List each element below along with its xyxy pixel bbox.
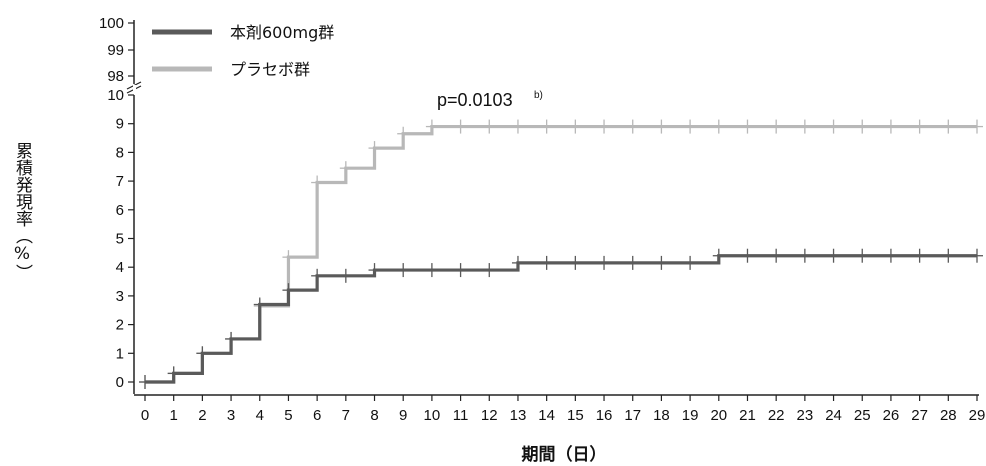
y-axis-label: 累積発現率（%） <box>12 142 33 281</box>
x-tick-label: 1 <box>170 407 178 424</box>
plot-series <box>139 119 983 389</box>
x-tick-label: 25 <box>854 407 871 424</box>
x-tick-label: 18 <box>653 407 670 424</box>
x-axis: 0 1 2 3 4 5 6 7 8 9 10 11 12 13 14 15 16 17 18 19 20 21 22 23 24… <box>134 394 986 424</box>
x-tick-label: 20 <box>710 407 727 424</box>
x-tick-label: 29 <box>969 407 986 424</box>
y-tick-label: 0 <box>116 374 124 391</box>
y-tick-label: 8 <box>116 144 124 161</box>
p-value-superscript: b) <box>534 90 543 101</box>
x-tick-label: 0 <box>141 407 149 424</box>
y-tick-label: 5 <box>116 231 124 248</box>
x-tick-label: 28 <box>940 407 957 424</box>
y-break-tick-label: 98 <box>107 68 124 85</box>
y-tick-label: 7 <box>116 173 124 190</box>
axis-break-gap <box>133 85 136 92</box>
legend-label-0: 本剤600mg群 <box>230 23 334 42</box>
y-tick-label: 2 <box>116 317 124 334</box>
y-tick-label: 4 <box>116 259 124 276</box>
x-tick-label: 3 <box>227 407 235 424</box>
x-tick-label: 16 <box>596 407 613 424</box>
x-tick-label: 22 <box>768 407 785 424</box>
x-tick-label: 23 <box>797 407 814 424</box>
y-tick-label: 3 <box>116 288 124 305</box>
y-break-tick-label: 99 <box>107 42 124 59</box>
x-tick-label: 8 <box>370 407 378 424</box>
x-tick-label: 27 <box>911 407 928 424</box>
x-tick-label: 12 <box>481 407 498 424</box>
p-value-text: p=0.0103 <box>437 90 513 110</box>
x-tick-label: 17 <box>624 407 641 424</box>
y-tick-label: 9 <box>116 116 124 133</box>
x-tick-label: 6 <box>313 407 321 424</box>
y-axis-label-text: 累積発現率（%） <box>12 142 33 281</box>
x-tick-label: 11 <box>453 407 469 424</box>
x-tick-label: 24 <box>825 407 842 424</box>
x-tick-label: 10 <box>424 407 441 424</box>
x-tick-label: 15 <box>567 407 584 424</box>
x-tick-label: 2 <box>198 407 206 424</box>
x-tick-label: 14 <box>538 407 555 424</box>
x-tick-label: 7 <box>342 407 350 424</box>
x-tick-label: 26 <box>883 407 900 424</box>
x-tick-label: 19 <box>682 407 699 424</box>
x-tick-label: 21 <box>739 407 756 424</box>
y-break-tick-label: 100 <box>99 15 124 32</box>
x-tick-label: 4 <box>256 407 264 424</box>
y-tick-label: 6 <box>116 202 124 219</box>
p-value-annotation: p=0.0103 b) <box>437 90 543 110</box>
x-tick-label: 5 <box>284 407 292 424</box>
y-tick-label: 1 <box>116 345 124 362</box>
x-axis-label: 期間（日） <box>522 444 607 465</box>
legend-label-1: プラセボ群 <box>230 60 310 79</box>
y-tick-label: 10 <box>107 87 124 104</box>
y-axis: 0 1 2 3 4 5 6 7 8 9 10 98 99 100 <box>99 15 142 394</box>
series-line-0 <box>145 254 977 384</box>
x-tick-label: 9 <box>399 407 407 424</box>
x-tick-label: 13 <box>510 407 527 424</box>
